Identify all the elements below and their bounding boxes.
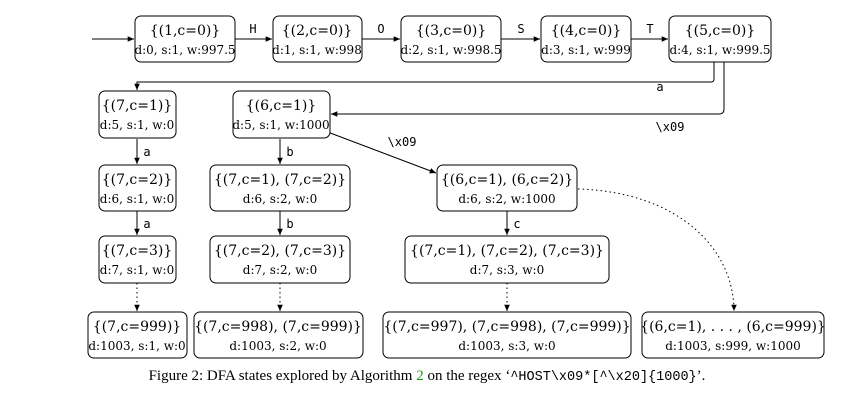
state-node: {(7,c=3)} d:7, s:1, w:0 — [98, 235, 177, 284]
state-node: {(5,c=0)} d:4, s:1, w:999.5 — [668, 15, 772, 63]
svg-text:{(7,c=1), (7,c=2)}: {(7,c=1), (7,c=2)} — [214, 172, 346, 188]
svg-text:{(6,c=1), (6,c=2)}: {(6,c=1), (6,c=2)} — [441, 172, 573, 188]
svg-text:d:4, s:1, w:999.5: d:4, s:1, w:999.5 — [669, 43, 770, 57]
edge-label-n6-n8: a — [143, 145, 150, 159]
edge-label-n10-n13: c — [513, 217, 520, 231]
edge-label-n5-n7: \x09 — [656, 120, 685, 134]
state-node: {(6,c=1), (6,c=2)} d:6, s:2, w:1000 — [436, 164, 578, 212]
svg-text:{(7,c=3)}: {(7,c=3)} — [102, 243, 173, 259]
caption-regex: ^HOST\x09*[^\x20]{1000} — [510, 370, 697, 385]
svg-text:{(7,c=1), (7,c=2), (7,c=3)}: {(7,c=1), (7,c=2), (7,c=3)} — [410, 243, 604, 259]
edge-label-n1-n2: H — [249, 22, 256, 36]
state-node: {(7,c=1)} d:5, s:1, w:0 — [98, 90, 177, 139]
svg-text:d:1003, s:3, w:0: d:1003, s:3, w:0 — [458, 339, 555, 353]
svg-text:d:1, s:1, w:998: d:1, s:1, w:998 — [272, 43, 362, 57]
edge-label-n2-n3: O — [377, 22, 384, 36]
svg-text:d:6, s:2, w:1000: d:6, s:2, w:1000 — [458, 192, 555, 206]
svg-text:d:5, s:1, w:0: d:5, s:1, w:0 — [100, 118, 174, 132]
state-node: {(6,c=1)} d:5, s:1, w:1000 — [232, 90, 331, 139]
state-node: {(7,c=2), (7,c=3)} d:7, s:2, w:0 — [209, 235, 351, 284]
state-node: {(4,c=0)} d:3, s:1, w:999 — [540, 15, 632, 63]
svg-text:d:2, s:1, w:998.5: d:2, s:1, w:998.5 — [400, 43, 501, 57]
edge-n5-n7 — [331, 62, 725, 117]
svg-text:d:6, s:2, w:0: d:6, s:2, w:0 — [243, 192, 317, 206]
edge-label-n7-n10: \x09 — [388, 135, 417, 149]
svg-text:{(7,c=998), (7,c=999)}: {(7,c=998), (7,c=999)} — [194, 319, 362, 335]
svg-text:{(7,c=997), (7,c=998), (7,c=99: {(7,c=997), (7,c=998), (7,c=999)} — [383, 319, 630, 335]
svg-text:{(1,c=0)}: {(1,c=0)} — [150, 23, 221, 39]
svg-text:d:5, s:1, w:1000: d:5, s:1, w:1000 — [232, 118, 329, 132]
state-node: {(7,c=1), (7,c=2)} d:6, s:2, w:0 — [209, 164, 351, 212]
edge-label-n8-n11: a — [143, 217, 150, 231]
svg-text:d:1003, s:999, w:1000: d:1003, s:999, w:1000 — [665, 339, 800, 353]
figure-caption: Figure 2: DFA states explored by Algorit… — [0, 368, 854, 385]
edge-n10-n17 — [577, 188, 737, 312]
algorithm-reference-link[interactable]: 2 — [416, 368, 424, 384]
edge-label-n5-n6: a — [656, 80, 663, 94]
svg-text:d:6, s:1, w:0: d:6, s:1, w:0 — [100, 192, 174, 206]
svg-text:{(3,c=0)}: {(3,c=0)} — [416, 23, 487, 39]
svg-text:d:7, s:1, w:0: d:7, s:1, w:0 — [100, 263, 174, 277]
state-node: {(7,c=2)} d:6, s:1, w:0 — [98, 164, 177, 212]
state-node: {(3,c=0)} d:2, s:1, w:998.5 — [400, 15, 502, 63]
state-node: {(7,c=1), (7,c=2), (7,c=3)} d:7, s:3, w:… — [404, 235, 610, 284]
state-node: {(7,c=998), (7,c=999)} d:1003, s:2, w:0 — [193, 311, 364, 359]
edge-label-n9-n12: b — [286, 217, 293, 231]
svg-text:{(5,c=0)}: {(5,c=0)} — [685, 23, 756, 39]
state-node: {(7,c=999)} d:1003, s:1, w:0 — [87, 311, 188, 359]
edge-n5-n6 — [134, 62, 715, 90]
dfa-diagram: H O S T a \x09 a a b b \x09 c {(1,c=0)} … — [87, 15, 826, 359]
svg-text:d:0, s:1, w:997.5: d:0, s:1, w:997.5 — [134, 43, 235, 57]
svg-text:d:7, s:3, w:0: d:7, s:3, w:0 — [470, 263, 544, 277]
svg-text:{(2,c=0)}: {(2,c=0)} — [282, 23, 353, 39]
svg-text:{(7,c=2), (7,c=3)}: {(7,c=2), (7,c=3)} — [214, 243, 346, 259]
edge-label-n7-n9: b — [286, 145, 293, 159]
svg-text:d:3, s:1, w:999: d:3, s:1, w:999 — [541, 43, 631, 57]
svg-text:{(7,c=2)}: {(7,c=2)} — [102, 172, 173, 188]
edge-n7-n10 — [324, 130, 437, 174]
svg-text:d:7, s:2, w:0: d:7, s:2, w:0 — [243, 263, 317, 277]
svg-text:d:1003, s:1, w:0: d:1003, s:1, w:0 — [88, 339, 185, 353]
svg-text:{(6,c=1)}: {(6,c=1)} — [246, 98, 317, 114]
state-node: {(1,c=0)} d:0, s:1, w:997.5 — [134, 15, 236, 63]
svg-text:d:1003, s:2, w:0: d:1003, s:2, w:0 — [229, 339, 326, 353]
svg-text:{(7,c=999)}: {(7,c=999)} — [93, 319, 181, 335]
state-node: {(2,c=0)} d:1, s:1, w:998 — [272, 15, 363, 63]
state-node: {(6,c=1), . . . , (6,c=999)} d:1003, s:9… — [640, 311, 826, 359]
caption-prefix: Figure 2: DFA states explored by Algorit… — [148, 368, 417, 384]
caption-suffix: ’. — [696, 368, 706, 384]
svg-text:{(7,c=1)}: {(7,c=1)} — [102, 98, 173, 114]
edge-label-n3-n4: S — [517, 22, 524, 36]
svg-text:{(4,c=0)}: {(4,c=0)} — [551, 23, 622, 39]
edge-label-n4-n5: T — [646, 22, 653, 36]
svg-text:{(6,c=1), . . . , (6,c=999)}: {(6,c=1), . . . , (6,c=999)} — [640, 319, 826, 335]
state-node: {(7,c=997), (7,c=998), (7,c=999)} d:1003… — [382, 311, 632, 359]
caption-middle: on the regex ‘ — [423, 368, 511, 384]
